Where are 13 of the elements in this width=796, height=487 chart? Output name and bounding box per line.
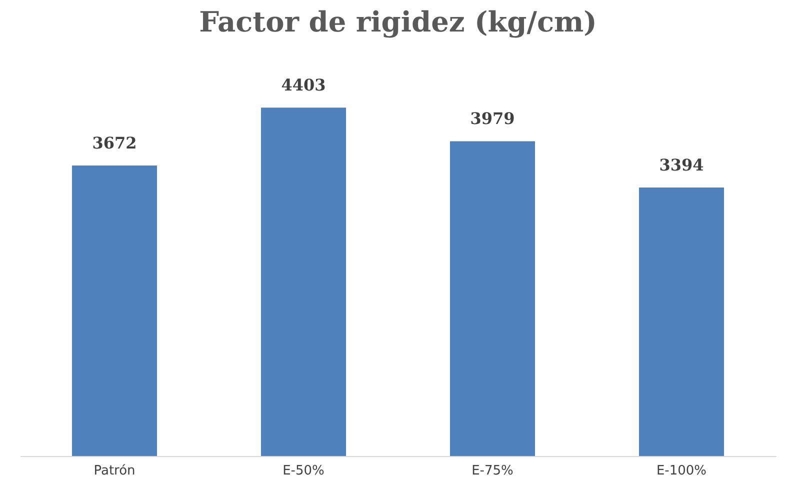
data-label: 3979 (470, 109, 515, 128)
bar (260, 108, 346, 456)
x-tick-label: Patrón (94, 464, 136, 478)
chart-title: Factor de rigidez (kg/cm) (199, 6, 597, 39)
x-tick-label: E-50% (282, 464, 324, 478)
bar (638, 187, 724, 456)
x-tick-label: E-75% (472, 464, 514, 478)
bar (72, 166, 158, 456)
bar (450, 141, 536, 456)
data-label: 3394 (659, 155, 704, 174)
data-label: 3672 (92, 134, 137, 153)
x-tick-label: E-100% (656, 464, 707, 478)
data-label: 4403 (281, 76, 326, 95)
